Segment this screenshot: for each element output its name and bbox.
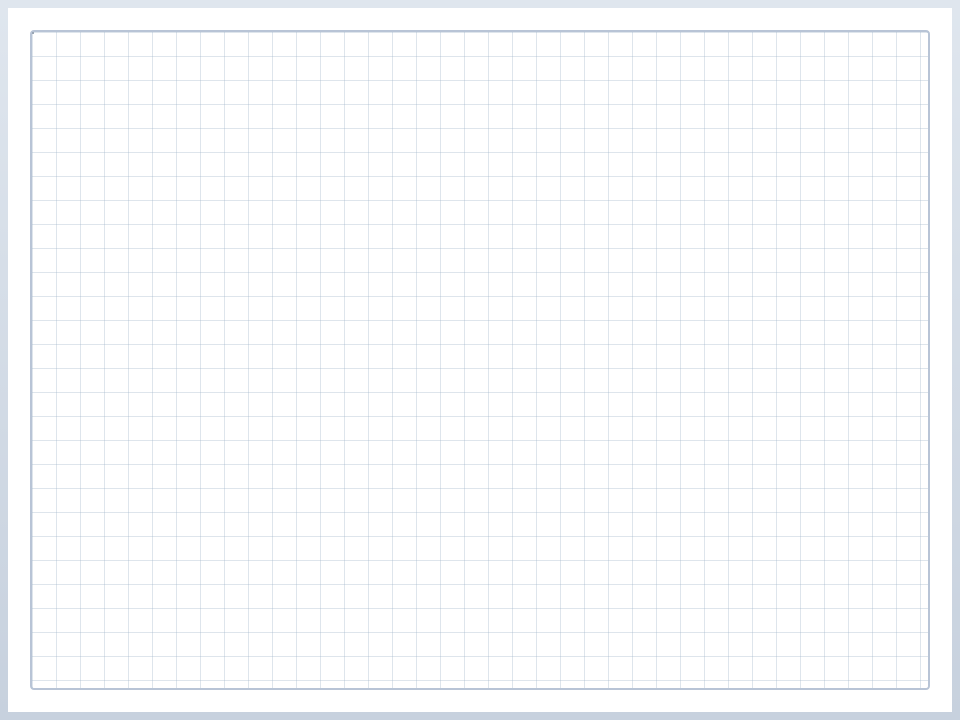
inner-frame <box>30 30 930 690</box>
slide-content <box>32 32 928 688</box>
paperclip-icon <box>32 32 86 104</box>
outer-frame <box>0 0 960 720</box>
